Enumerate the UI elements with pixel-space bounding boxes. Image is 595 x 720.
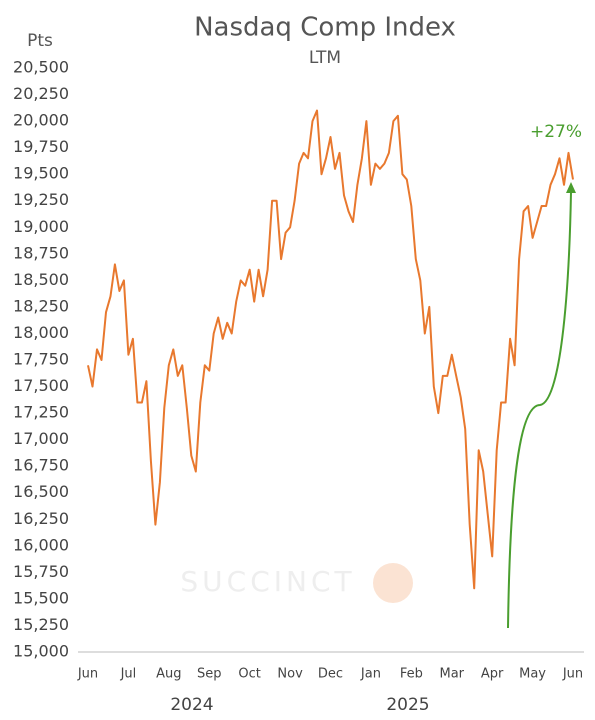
y-tick-label: 17,000 xyxy=(13,429,69,448)
y-tick-label: 19,750 xyxy=(13,137,69,156)
y-tick-label: 19,250 xyxy=(13,190,69,209)
x-tick-label: Nov xyxy=(277,667,303,682)
y-tick-label: 15,750 xyxy=(13,562,69,581)
year-label: 2025 xyxy=(386,695,429,715)
x-tick-label: Dec xyxy=(318,667,343,682)
watermark: SUCCINCT xyxy=(180,565,355,598)
x-tick-label: May xyxy=(519,667,546,682)
y-tick-label: 16,750 xyxy=(13,456,69,475)
y-tick-label: 18,250 xyxy=(13,296,69,315)
y-tick-label: 17,250 xyxy=(13,403,69,422)
x-tick-label: Jun xyxy=(77,667,98,682)
y-tick-label: 15,000 xyxy=(13,642,69,661)
y-tick-label: 16,250 xyxy=(13,509,69,528)
x-tick-label: Feb xyxy=(400,667,423,682)
annotation: +27% xyxy=(530,122,582,142)
growth-arrow xyxy=(507,191,572,629)
x-tick-label: Apr xyxy=(481,667,504,682)
year-label: 2024 xyxy=(170,695,213,715)
y-tick-label: 19,000 xyxy=(13,217,69,236)
x-tick-label: Sep xyxy=(197,667,222,682)
y-tick-label: 20,000 xyxy=(13,111,69,130)
arrow-head xyxy=(566,182,576,193)
y-tick-label: 18,000 xyxy=(13,323,69,342)
x-tick-label: Jul xyxy=(120,667,137,682)
y-tick-label: 15,500 xyxy=(13,588,69,607)
x-tick-label: Mar xyxy=(439,667,464,682)
line xyxy=(87,109,574,590)
y-tick-label: 18,750 xyxy=(13,243,69,262)
chart-subtitle: LTM xyxy=(309,48,341,68)
y-tick-label: 20,500 xyxy=(13,58,69,77)
y-tick-label: 20,250 xyxy=(13,84,69,103)
x-tick-label: Oct xyxy=(238,667,260,682)
y-axis-label: Pts xyxy=(27,31,53,51)
y-tick-label: 17,750 xyxy=(13,350,69,369)
y-tick-label: 15,250 xyxy=(13,615,69,634)
x-tick-label: Jan xyxy=(360,667,381,682)
y-tick-label: 19,500 xyxy=(13,164,69,183)
x-tick-label: Aug xyxy=(156,667,181,682)
y-tick-label: 16,500 xyxy=(13,482,69,501)
watermark-logo xyxy=(373,563,413,603)
x-tick-label: Jun xyxy=(562,667,583,682)
y-tick-label: 17,500 xyxy=(13,376,69,395)
chart-title: Nasdaq Comp Index xyxy=(194,13,456,43)
y-tick-label: 18,500 xyxy=(13,270,69,289)
y-tick-label: 16,000 xyxy=(13,535,69,554)
